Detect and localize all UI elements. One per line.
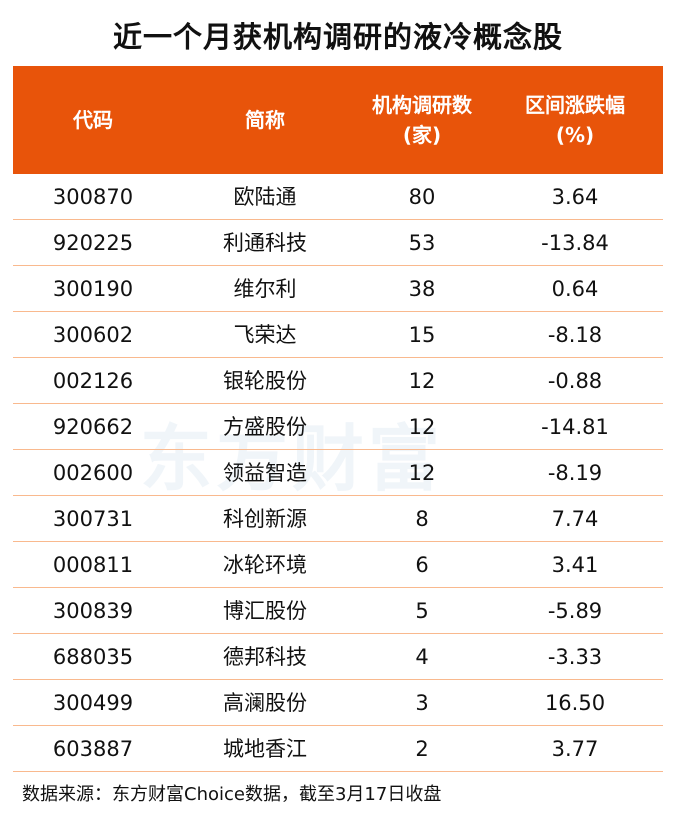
cell-code: 688035: [52, 644, 134, 669]
header-research-count-line1: 机构调研数: [372, 93, 472, 117]
cell-name: 德邦科技: [223, 644, 307, 669]
table-row: 300602 飞荣达 15 -8.18: [13, 312, 663, 358]
header-research-count: 机构调研数 (家): [357, 90, 487, 150]
cell-code: 300602: [52, 322, 134, 347]
source-note: 数据来源：东方财富Choice数据，截至3月17日收盘: [22, 784, 442, 805]
cell-research-count: 4: [415, 644, 429, 669]
cell-research-count: 2: [415, 736, 429, 761]
page-title: 近一个月获机构调研的液冷概念股: [112, 20, 563, 54]
cell-name: 银轮股份: [223, 368, 307, 393]
cell-name: 维尔利: [233, 276, 297, 301]
header-change-line1: 区间涨跌幅: [525, 93, 625, 117]
cell-code: 920225: [52, 230, 134, 255]
cell-name: 冰轮环境: [223, 552, 307, 577]
cell-research-count: 53: [408, 230, 436, 255]
cell-code: 002600: [52, 460, 134, 485]
cell-code: 300190: [52, 276, 134, 301]
header-change: 区间涨跌幅 (%): [487, 90, 663, 150]
cell-name: 科创新源: [223, 506, 307, 531]
header-code: 代码: [73, 108, 113, 132]
cell-name: 欧陆通: [233, 184, 297, 209]
cell-code: 000811: [52, 552, 134, 577]
cell-change: 3.41: [551, 552, 599, 577]
cell-change: 16.50: [544, 690, 606, 715]
cell-code: 603887: [52, 736, 134, 761]
table-row: 920662 方盛股份 12 -14.81: [13, 404, 663, 450]
cell-research-count: 12: [408, 368, 436, 393]
cell-change: -0.88: [547, 368, 603, 393]
cell-name: 利通科技: [223, 230, 307, 255]
cell-name: 博汇股份: [223, 598, 307, 623]
cell-change: 3.64: [551, 184, 599, 209]
cell-change: -8.18: [547, 322, 603, 347]
cell-change: 3.77: [551, 736, 599, 761]
cell-change: -14.81: [541, 414, 609, 439]
cell-name: 高澜股份: [223, 690, 307, 715]
table-row: 300731 科创新源 8 7.74: [13, 496, 663, 542]
table-row: 300190 维尔利 38 0.64: [13, 266, 663, 312]
table-row: 688035 德邦科技 4 -3.33: [13, 634, 663, 680]
table-row: 300499 高澜股份 3 16.50: [13, 680, 663, 726]
cell-research-count: 38: [408, 276, 436, 301]
table-row: 002126 银轮股份 12 -0.88: [13, 358, 663, 404]
cell-code: 300870: [52, 184, 134, 209]
cell-name: 方盛股份: [223, 414, 307, 439]
cell-research-count: 5: [415, 598, 429, 623]
header-research-count-line2: (家): [402, 123, 442, 147]
header-change-line2: (%): [555, 123, 595, 147]
stock-table: 代码 简称 机构调研数 (家) 区间涨跌幅 (%) 300870 欧陆通 80 3.6…: [13, 66, 663, 772]
cell-code: 002126: [52, 368, 134, 393]
cell-research-count: 12: [408, 414, 436, 439]
cell-code: 300731: [52, 506, 134, 531]
cell-research-count: 3: [415, 690, 429, 715]
cell-name: 领益智造: [223, 460, 307, 485]
table-row: 603887 城地香江 2 3.77: [13, 726, 663, 772]
cell-research-count: 15: [408, 322, 436, 347]
cell-research-count: 6: [415, 552, 429, 577]
table-row: 300870 欧陆通 80 3.64: [13, 174, 663, 220]
cell-change: 0.64: [551, 276, 599, 301]
cell-change: -5.89: [547, 598, 603, 623]
cell-research-count: 80: [408, 184, 436, 209]
table-row: 000811 冰轮环境 6 3.41: [13, 542, 663, 588]
cell-change: -3.33: [547, 644, 603, 669]
cell-code: 300839: [52, 598, 134, 623]
table-row: 300839 博汇股份 5 -5.89: [13, 588, 663, 634]
cell-code: 920662: [52, 414, 134, 439]
cell-name: 城地香江: [223, 736, 307, 761]
cell-name: 飞荣达: [233, 322, 297, 347]
table-body: 300870 欧陆通 80 3.64 920225 利通科技 53 -13.84 300190 维…: [13, 174, 663, 772]
table-header: 代码 简称 机构调研数 (家) 区间涨跌幅 (%): [13, 66, 663, 174]
cell-research-count: 12: [408, 460, 436, 485]
header-name: 简称: [245, 108, 285, 132]
cell-change: -8.19: [547, 460, 603, 485]
cell-code: 300499: [52, 690, 134, 715]
table-row: 002600 领益智造 12 -8.19: [13, 450, 663, 496]
table-row: 920225 利通科技 53 -13.84: [13, 220, 663, 266]
cell-change: -13.84: [541, 230, 609, 255]
cell-change: 7.74: [551, 506, 599, 531]
cell-research-count: 8: [415, 506, 429, 531]
